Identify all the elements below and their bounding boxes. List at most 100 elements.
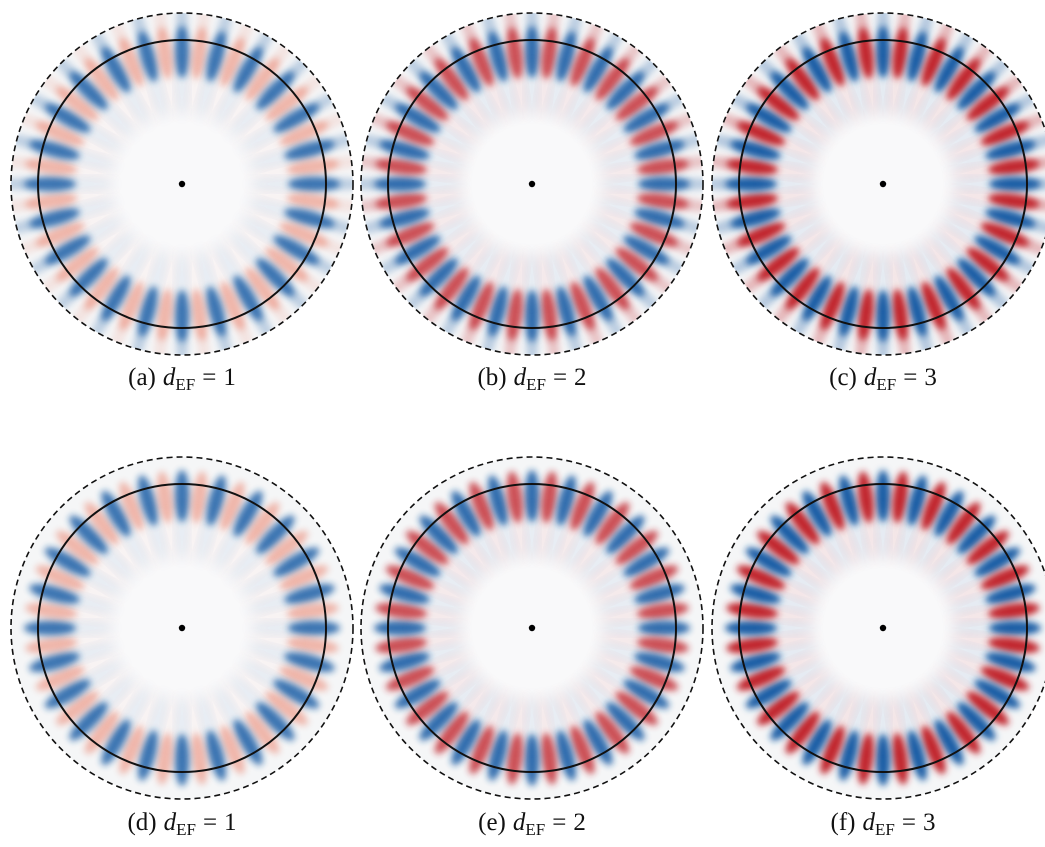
outer-lobe bbox=[253, 310, 273, 339]
lobe-tail bbox=[59, 623, 115, 633]
lobe-tail bbox=[564, 521, 595, 571]
lobe-tail bbox=[188, 694, 201, 750]
caption-subscript: EF bbox=[876, 375, 896, 394]
outer-lobe bbox=[461, 19, 479, 50]
lobe-tail bbox=[599, 623, 655, 633]
lobe-tail bbox=[513, 506, 526, 562]
outer-boundary bbox=[10, 12, 354, 356]
lobe-tail bbox=[119, 241, 150, 291]
outer-lobe bbox=[833, 13, 849, 44]
lobe-tail bbox=[84, 668, 130, 704]
lobe-tail bbox=[413, 643, 468, 662]
lobe-tail bbox=[197, 248, 216, 303]
lobe-tail bbox=[94, 231, 135, 272]
lobe-tail bbox=[229, 675, 270, 716]
lobe-tail bbox=[527, 61, 537, 117]
lobe-tail bbox=[596, 643, 651, 662]
lobe-tail bbox=[764, 643, 819, 662]
outer-lobe bbox=[526, 330, 538, 355]
panel: (d) dEF = 1 bbox=[10, 456, 354, 839]
outer-lobe bbox=[176, 13, 188, 38]
lobe-tail bbox=[444, 231, 485, 272]
lobe-tail bbox=[556, 514, 581, 567]
caption-label: (b) bbox=[477, 364, 506, 391]
lobe-tail bbox=[944, 208, 997, 233]
lobe-tail bbox=[410, 190, 466, 203]
lobe-tail bbox=[444, 675, 485, 716]
lobe-tail bbox=[84, 108, 130, 144]
outer-lobe bbox=[284, 57, 309, 82]
lobe-tail bbox=[935, 108, 981, 144]
lobe-tail bbox=[434, 552, 480, 588]
lobe-tail bbox=[944, 579, 997, 604]
lobe-tail bbox=[188, 250, 201, 306]
lobe-tail bbox=[935, 668, 981, 704]
lobe-tail bbox=[243, 579, 296, 604]
lobe-tail bbox=[834, 245, 859, 298]
lobe-tail bbox=[119, 685, 150, 735]
lobe-tail bbox=[776, 121, 826, 152]
center-dot bbox=[879, 624, 887, 632]
lobe-tail bbox=[598, 190, 654, 203]
caption: (a) dEF = 1 bbox=[128, 364, 236, 394]
caption-subscript: EF bbox=[525, 820, 545, 839]
lobe-tail bbox=[84, 224, 130, 260]
outer-lobe bbox=[40, 74, 67, 97]
lobe-tail bbox=[75, 565, 125, 596]
lobe-tail bbox=[248, 609, 304, 622]
lobe-tail bbox=[795, 231, 836, 272]
outer-lobe bbox=[970, 42, 993, 69]
lobe-tail bbox=[593, 135, 646, 160]
lobe bbox=[524, 734, 540, 786]
lobe-tail bbox=[234, 668, 280, 704]
lobe-tail bbox=[935, 224, 981, 260]
lobe-tail bbox=[907, 689, 932, 742]
lobe-tail bbox=[564, 241, 595, 291]
lobe-tail bbox=[864, 506, 877, 562]
lobe-tail bbox=[119, 521, 150, 571]
lobe-tail bbox=[589, 216, 639, 247]
lobe-tail bbox=[589, 565, 639, 596]
inner-boundary bbox=[37, 483, 327, 773]
lobe-tail bbox=[425, 660, 475, 691]
lobe-tail bbox=[483, 70, 508, 123]
outer-boundary bbox=[711, 456, 1045, 800]
lobe-tail bbox=[760, 179, 816, 189]
outer-lobe bbox=[603, 310, 623, 339]
lobe-tail bbox=[579, 96, 620, 137]
lobe-tail bbox=[456, 86, 492, 132]
lobe-tail bbox=[572, 530, 608, 576]
lobe-tail bbox=[133, 689, 158, 742]
outer-lobe bbox=[482, 13, 498, 44]
lobe-tail bbox=[246, 199, 301, 218]
lobe-tail bbox=[807, 86, 843, 132]
lobe-tail bbox=[163, 506, 176, 562]
lobe-tail bbox=[584, 224, 630, 260]
inner-boundary bbox=[37, 39, 327, 329]
caption-variable: d bbox=[164, 809, 177, 836]
lobe-tail bbox=[593, 579, 646, 604]
lobe bbox=[725, 620, 777, 636]
center-dot bbox=[879, 180, 887, 188]
mode-pattern bbox=[374, 470, 690, 786]
lobe-tail bbox=[163, 694, 176, 750]
outer-lobe bbox=[361, 178, 386, 190]
lobe-tail bbox=[527, 505, 537, 561]
mode-pattern bbox=[725, 470, 1041, 786]
outer-lobe bbox=[316, 237, 347, 255]
lobe-tail bbox=[761, 609, 817, 622]
lobe-tail bbox=[106, 86, 142, 132]
lobe-tail bbox=[59, 179, 115, 189]
lobe-tail bbox=[456, 530, 492, 576]
lobe-tail bbox=[498, 509, 517, 564]
lobe-tail bbox=[915, 685, 946, 735]
lobe-tail bbox=[930, 96, 971, 137]
lobe-tail bbox=[834, 70, 859, 123]
lobe-tail bbox=[243, 652, 296, 677]
outer-boundary bbox=[360, 456, 704, 800]
lobe-tail bbox=[944, 652, 997, 677]
lobe-tail bbox=[425, 121, 475, 152]
outer-lobe bbox=[718, 237, 749, 255]
outer-lobe bbox=[27, 93, 56, 113]
